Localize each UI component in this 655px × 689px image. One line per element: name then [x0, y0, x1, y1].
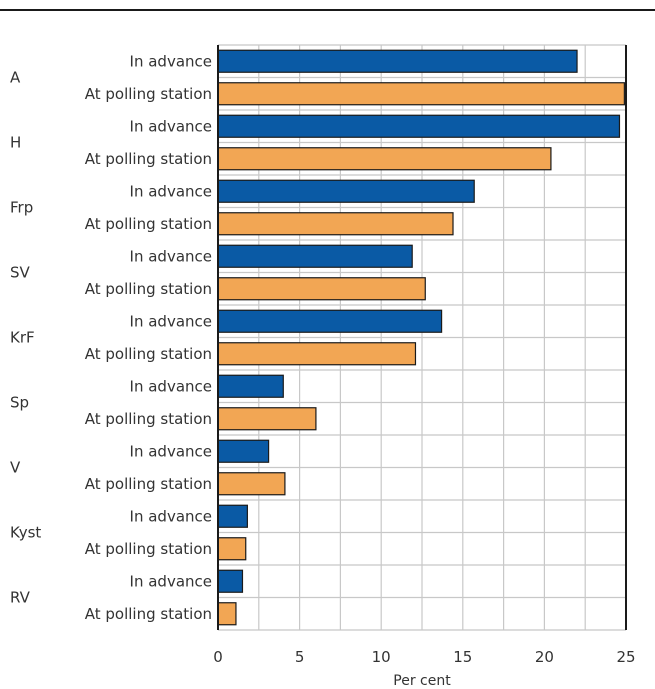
x-tick-label: 15: [453, 648, 472, 666]
bar-kyst-in-advance: [217, 504, 248, 528]
bar-sp-in-advance: [217, 374, 284, 398]
party-label-a: A: [10, 69, 21, 87]
party-label-krf: KrF: [10, 329, 35, 347]
category-label: In advance: [130, 182, 212, 200]
bar-kyst-at-polling-station: [217, 537, 247, 561]
category-label: In advance: [130, 52, 212, 70]
party-label-kyst: Kyst: [10, 524, 41, 542]
party-label-sv: SV: [10, 264, 31, 282]
x-tick-label: 10: [372, 648, 391, 666]
x-tick-label: 20: [535, 648, 554, 666]
party-label-frp: Frp: [10, 199, 33, 217]
category-label: At polling station: [85, 540, 212, 558]
x-tick-label: 0: [213, 648, 223, 666]
x-tick-label: 5: [295, 648, 305, 666]
axes: [217, 45, 627, 630]
bar-v-in-advance: [217, 439, 270, 463]
category-label: In advance: [130, 572, 212, 590]
category-label: In advance: [130, 507, 212, 525]
category-label: At polling station: [85, 345, 212, 363]
category-label: In advance: [130, 247, 212, 265]
category-label: In advance: [130, 377, 212, 395]
category-label: At polling station: [85, 150, 212, 168]
bar-sv-in-advance: [217, 244, 413, 268]
bar-rv-in-advance: [217, 569, 244, 593]
bar-frp-at-polling-station: [217, 212, 454, 236]
party-label-h: H: [10, 134, 21, 152]
bar-sv-at-polling-station: [217, 277, 426, 301]
bar-h-in-advance: [217, 114, 621, 138]
bar-krf-in-advance: [217, 309, 443, 333]
x-tick-label: 25: [616, 648, 635, 666]
category-label: At polling station: [85, 215, 212, 233]
category-label: At polling station: [85, 85, 212, 103]
party-label-rv: RV: [10, 589, 31, 607]
party-label-sp: Sp: [10, 394, 29, 412]
category-label: In advance: [130, 117, 212, 135]
bar-sp-at-polling-station: [217, 407, 317, 431]
category-label: At polling station: [85, 410, 212, 428]
category-label: In advance: [130, 312, 212, 330]
bar-h-at-polling-station: [217, 147, 552, 171]
category-label: At polling station: [85, 475, 212, 493]
category-label: At polling station: [85, 605, 212, 623]
bar-a-at-polling-station: [217, 82, 625, 106]
bar-krf-at-polling-station: [217, 342, 417, 366]
bar-a-in-advance: [217, 49, 578, 73]
bar-v-at-polling-station: [217, 472, 286, 496]
bar-frp-in-advance: [217, 179, 475, 203]
category-label: At polling station: [85, 280, 212, 298]
party-label-v: V: [10, 459, 21, 477]
x-axis-title: Per cent: [393, 673, 451, 689]
category-label: In advance: [130, 442, 212, 460]
labels: In advance At polling station A In advance A…: [10, 52, 636, 666]
bar-rv-at-polling-station: [217, 602, 237, 626]
